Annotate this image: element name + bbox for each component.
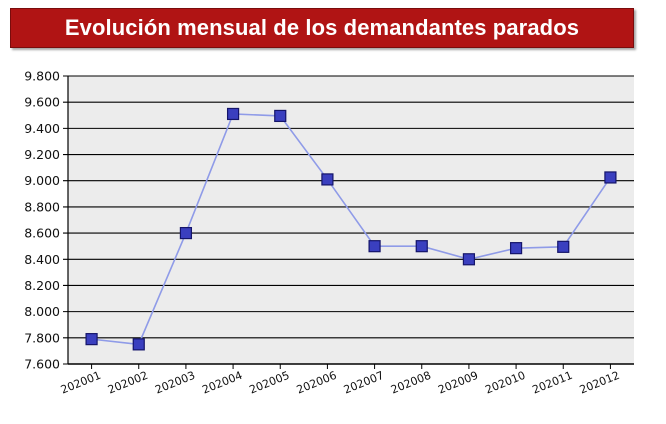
x-tick-label: 202012 xyxy=(578,369,622,397)
y-tick-label: 9.400 xyxy=(24,121,60,136)
data-point-marker xyxy=(226,107,240,121)
x-tick-label: 202004 xyxy=(200,369,244,397)
chart-title: Evolución mensual de los demandantes par… xyxy=(64,15,580,40)
x-tick-label: 202005 xyxy=(248,369,292,397)
y-tick-label: 7.800 xyxy=(24,330,60,345)
series-line xyxy=(91,113,612,346)
y-tick-label: 9.600 xyxy=(24,95,60,110)
data-point-marker xyxy=(321,173,334,186)
y-tick-label: 8.800 xyxy=(24,199,60,214)
data-point-marker xyxy=(85,333,98,346)
data-point-marker xyxy=(132,338,145,351)
y-tick-label: 7.600 xyxy=(24,357,60,372)
data-point-marker xyxy=(368,240,381,253)
y-tick-label: 9.000 xyxy=(24,173,60,188)
x-tick-label: 202001 xyxy=(59,369,103,397)
x-tick-label: 202007 xyxy=(342,369,386,397)
data-point-marker xyxy=(604,171,617,184)
x-tick-label: 202006 xyxy=(295,369,339,397)
plot-area xyxy=(68,76,634,364)
y-tick-label: 9.800 xyxy=(24,69,60,84)
x-tick-label: 202011 xyxy=(531,369,575,397)
y-tick-label: 8.000 xyxy=(24,304,60,319)
data-point-marker xyxy=(179,226,193,240)
y-tick-label: 9.200 xyxy=(24,147,60,162)
x-tick-label: 202003 xyxy=(153,369,197,397)
data-point-marker xyxy=(274,109,287,123)
y-tick-label: 8.600 xyxy=(24,226,60,241)
data-point-marker xyxy=(415,240,428,253)
x-tick-label: 202009 xyxy=(436,369,480,397)
chart-title-banner: Evolución mensual de los demandantes par… xyxy=(10,8,634,48)
x-tick-label: 202008 xyxy=(389,369,433,397)
x-tick-label: 202002 xyxy=(106,369,150,397)
y-tick-label: 8.200 xyxy=(24,278,60,293)
data-point-marker xyxy=(509,242,523,255)
data-point-marker xyxy=(557,240,570,253)
x-tick-label: 202010 xyxy=(483,369,527,397)
y-tick-label: 8.400 xyxy=(24,252,60,267)
data-point-marker xyxy=(462,253,476,266)
